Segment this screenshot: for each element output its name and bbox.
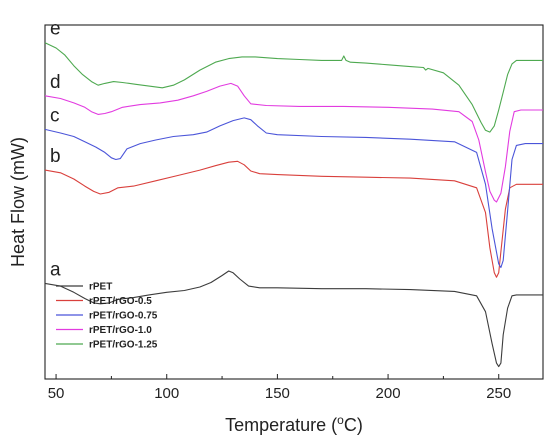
legend-label: rPET/rGO-1.0 <box>89 325 152 336</box>
x-axis-title-superscript: o <box>337 413 344 427</box>
legend: rPET rPET/rGO-0.5 rPET/rGO-0.75 rPET/rGO-1.… <box>56 282 158 351</box>
x-tick-label: 100 <box>154 385 179 402</box>
legend-label: rPET/rGO-0.5 <box>89 296 152 307</box>
x-axis-title-main: Temperature ( <box>225 415 337 435</box>
x-tick-label: 200 <box>376 385 401 402</box>
legend-label: rPET/rGO-1.25 <box>89 340 158 351</box>
series-line-3 <box>44 82 543 203</box>
curve-label-a: a <box>50 259 61 280</box>
y-axis-title: Heat Flow (mW) <box>8 137 28 267</box>
series-line-0 <box>44 270 543 368</box>
x-axis-title-unit: C) <box>344 415 363 435</box>
x-axis-title: Temperature (oC) <box>225 413 363 435</box>
legend-label: rPET <box>89 282 112 293</box>
curve-label-c: c <box>50 105 60 126</box>
series-curves <box>44 42 543 368</box>
plot-frame <box>44 24 544 380</box>
curve-label-b: b <box>50 146 61 167</box>
curve-label-e: e <box>50 19 61 40</box>
series-line-4 <box>44 42 543 133</box>
curve-labels: a bcd e <box>50 19 61 281</box>
x-tick-label: 50 <box>48 385 65 402</box>
series-line-1 <box>44 160 543 278</box>
x-axis-ticks: 50 100 150 200 250 <box>48 374 511 402</box>
legend-label: rPET/rGO-0.75 <box>89 311 158 322</box>
x-tick-label: 250 <box>486 385 511 402</box>
curve-label-d: d <box>50 72 61 93</box>
series-line-2 <box>44 117 543 269</box>
x-tick-label: 150 <box>265 385 290 402</box>
